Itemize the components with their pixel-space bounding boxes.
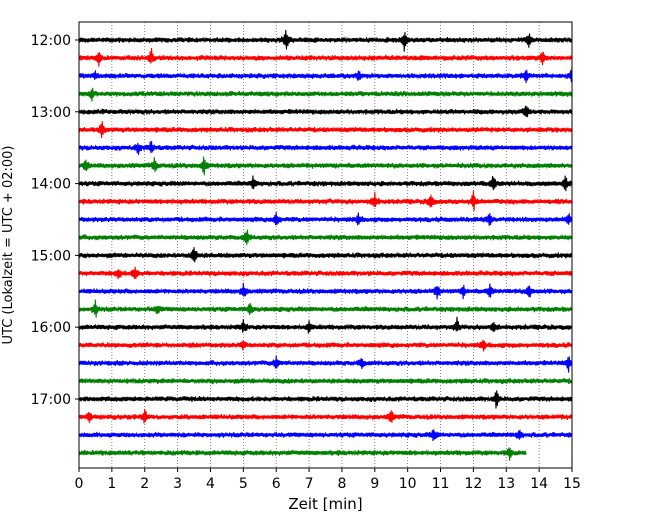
- seismic-trace: [78, 408, 573, 424]
- seismic-trace: [78, 121, 573, 139]
- seismic-trace: [78, 355, 573, 373]
- x-tick-label: 2: [140, 476, 149, 492]
- seismic-trace: [78, 390, 573, 409]
- x-tick-label: 7: [305, 476, 314, 492]
- y-axis-ticks: 12:00 13:00 14:00 15:00 16:00 17:00: [31, 33, 79, 408]
- seismic-trace: [78, 377, 573, 385]
- seismic-trace: [78, 212, 573, 226]
- x-tick-label: 6: [272, 476, 281, 492]
- seismic-trace: [78, 316, 573, 334]
- y-tick-label: 13:00: [31, 105, 71, 121]
- trace-group: [78, 29, 573, 461]
- plot-frame: [78, 21, 573, 469]
- y-tick-label: 12:00: [31, 33, 71, 49]
- seismic-trace: [78, 447, 527, 461]
- x-tick-label: 1: [107, 476, 116, 492]
- seismic-trace: [78, 175, 573, 192]
- seismic-trace: [78, 247, 573, 263]
- seismic-trace: [78, 47, 573, 67]
- x-tick-label: 5: [239, 476, 248, 492]
- y-axis-label: UTC (Lokalzeit = UTC + 02:00): [1, 146, 16, 345]
- seismic-trace: [78, 66, 573, 84]
- seismic-trace: [78, 299, 573, 318]
- x-tick-label: 13: [497, 476, 515, 492]
- x-tick-label: 9: [370, 476, 379, 492]
- x-tick-label: 15: [563, 476, 581, 492]
- seismic-trace: [78, 282, 573, 300]
- x-tick-label: 4: [206, 476, 215, 492]
- x-tick-label: 0: [75, 476, 84, 492]
- x-grid: [111, 22, 540, 468]
- x-tick-label: 10: [399, 476, 417, 492]
- seismic-trace: [78, 141, 573, 155]
- seismic-trace: [78, 156, 573, 176]
- x-axis-ticks: 0 1 2 3 4 5 6 7 8 9 10 11 12 13 14 15: [75, 468, 581, 492]
- seismic-trace: [78, 29, 573, 52]
- seismic-trace: [78, 266, 573, 280]
- x-tick-label: 12: [464, 476, 482, 492]
- y-tick-label: 15:00: [31, 248, 71, 264]
- x-tick-label: 8: [337, 476, 346, 492]
- seismic-trace: [78, 339, 573, 352]
- x-tick-label: 11: [432, 476, 450, 492]
- seismic-trace: [78, 229, 573, 245]
- seismic-trace: [78, 105, 573, 118]
- x-tick-label: 3: [173, 476, 182, 492]
- seismic-trace: [78, 87, 573, 102]
- y-tick-label: 17:00: [31, 392, 71, 408]
- y-tick-label: 14:00: [31, 177, 71, 193]
- seismic-trace: [78, 190, 573, 211]
- y-tick-label: 16:00: [31, 320, 71, 336]
- x-axis-label: Zeit [min]: [288, 495, 362, 513]
- x-tick-label: 14: [530, 476, 548, 492]
- seismic-trace: [78, 429, 573, 442]
